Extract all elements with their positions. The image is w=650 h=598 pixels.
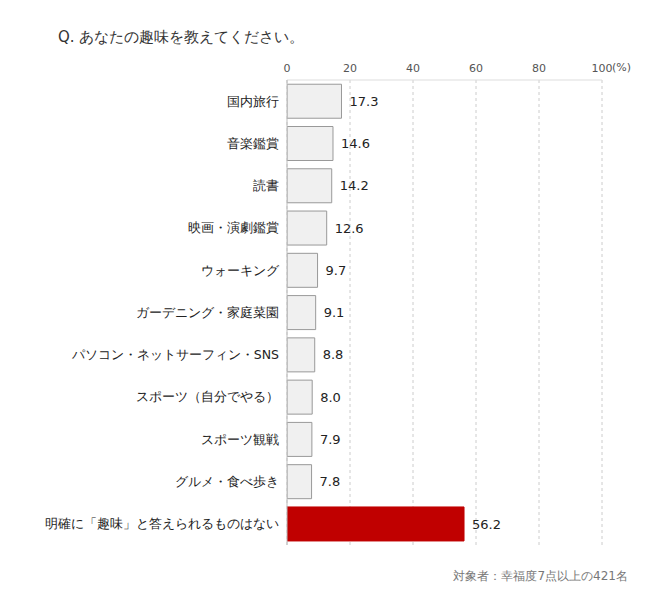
svg-text:56.2: 56.2 <box>472 517 501 532</box>
svg-text:40: 40 <box>406 62 420 75</box>
svg-text:60: 60 <box>469 62 483 75</box>
svg-text:7.9: 7.9 <box>320 432 341 447</box>
svg-text:8.0: 8.0 <box>320 390 341 405</box>
svg-text:80: 80 <box>532 62 546 75</box>
svg-text:14.2: 14.2 <box>340 178 369 193</box>
svg-text:9.7: 9.7 <box>326 263 347 278</box>
svg-text:0: 0 <box>284 62 291 75</box>
svg-text:音楽鑑賞: 音楽鑑賞 <box>227 136 279 151</box>
svg-text:100: 100 <box>592 62 613 75</box>
svg-text:14.6: 14.6 <box>341 136 370 151</box>
svg-text:17.3: 17.3 <box>349 94 378 109</box>
svg-text:スポーツ観戦: スポーツ観戦 <box>201 432 279 447</box>
svg-text:8.8: 8.8 <box>323 347 344 362</box>
svg-text:9.1: 9.1 <box>324 305 345 320</box>
svg-text:ウォーキング: ウォーキング <box>201 263 280 278</box>
svg-text:明確に「趣味」と答えられるものはない: 明確に「趣味」と答えられるものはない <box>45 516 279 531</box>
svg-text:グルメ・食べ歩き: グルメ・食べ歩き <box>175 474 279 489</box>
svg-text:読書: 読書 <box>253 178 279 193</box>
svg-text:12.6: 12.6 <box>335 221 364 236</box>
svg-text:パソコン・ネットサーフィン・SNS: パソコン・ネットサーフィン・SNS <box>71 347 279 362</box>
svg-text:20: 20 <box>343 62 357 75</box>
svg-text:スポーツ（自分でやる）: スポーツ（自分でやる） <box>136 389 279 404</box>
svg-text:映画・演劇鑑賞: 映画・演劇鑑賞 <box>188 220 279 235</box>
svg-text:7.8: 7.8 <box>320 474 341 489</box>
svg-text:国内旅行: 国内旅行 <box>227 94 279 109</box>
html-text:対象者：幸福度7点以上の421名: 対象者：幸福度7点以上の421名 <box>453 569 628 583</box>
html-text:Q. あなたの趣味を教えてください。: Q. あなたの趣味を教えてください。 <box>58 28 305 46</box>
svg-text:ガーデニング・家庭菜園: ガーデニング・家庭菜園 <box>136 305 279 320</box>
